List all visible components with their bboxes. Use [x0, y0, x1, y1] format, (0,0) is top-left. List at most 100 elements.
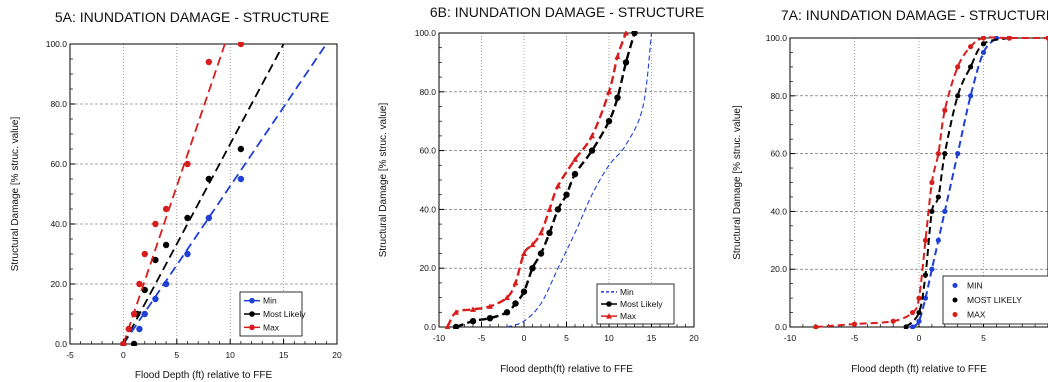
data-point: [572, 156, 578, 162]
data-point: [890, 318, 896, 324]
x-axis-label: Flood depth (ft) relative to FFE: [851, 364, 987, 375]
data-point: [537, 250, 545, 257]
data-point: [622, 59, 630, 66]
x-tick-label: -5: [478, 333, 486, 343]
data-point: [141, 286, 148, 294]
plot-area: [444, 31, 653, 329]
x-tick-label: 20: [689, 333, 699, 343]
series-line: [446, 32, 628, 328]
y-axis-label: Structural Damage [% struc. value]: [10, 117, 21, 272]
x-tick-label: 0: [121, 350, 126, 360]
data-point: [162, 205, 170, 213]
x-tick-label: -10: [784, 333, 797, 343]
data-point: [813, 324, 819, 329]
y-tick-label: 0.0: [424, 322, 436, 332]
data-point: [504, 294, 510, 301]
y-tick-label: 20.0: [419, 263, 436, 273]
series-most-likely: [452, 31, 638, 329]
y-tick-label: 80.0: [419, 87, 436, 97]
x-tick-label: 5: [981, 333, 986, 343]
x-tick-label: 15: [647, 333, 657, 343]
data-point: [623, 31, 629, 36]
y-tick-label: 100.0: [46, 39, 68, 49]
data-point: [588, 147, 596, 154]
plot-area: [813, 36, 1048, 329]
data-point: [903, 324, 909, 329]
data-point: [1006, 36, 1012, 41]
data-point: [942, 107, 948, 113]
data-point: [922, 272, 929, 278]
data-point: [614, 94, 621, 101]
x-tick-label: 20: [332, 350, 342, 360]
data-point: [184, 214, 191, 222]
data-point: [589, 132, 595, 139]
data-point: [205, 214, 213, 222]
y-axis-label: Structural Damage [% struc. value]: [378, 103, 389, 258]
data-point: [487, 303, 493, 309]
data-point: [529, 241, 536, 248]
chart-panel-1: 5A: INUNDATION DAMAGE - STRUCTURE 0.0 20.0…: [10, 9, 342, 381]
data-point: [512, 279, 519, 286]
data-point: [942, 208, 948, 214]
data-point: [851, 321, 858, 327]
data-point: [546, 206, 553, 212]
data-point: [529, 265, 536, 272]
data-point: [444, 324, 451, 329]
data-point: [916, 295, 922, 301]
series-line: [122, 43, 226, 345]
plot-area: [120, 42, 328, 346]
legend: Min Most Likely Max: [596, 283, 675, 325]
data-point: [605, 118, 613, 125]
data-point: [555, 182, 561, 189]
data-point: [453, 309, 459, 315]
data-point: [125, 325, 132, 333]
data-point: [916, 309, 922, 316]
legend-marker: [606, 301, 612, 307]
data-point: [955, 64, 961, 70]
legend-label: Min: [263, 296, 277, 306]
y-tick-label: 100.0: [766, 33, 788, 43]
y-axis-label: Structural Damage [% struc. value]: [732, 105, 743, 260]
legend-label: MAX: [967, 310, 986, 320]
data-point: [470, 306, 476, 312]
data-point: [486, 314, 494, 322]
data-point: [130, 340, 138, 346]
data-point: [141, 310, 148, 318]
legend-marker: [952, 312, 958, 318]
data-point: [980, 49, 987, 56]
x-tick-label: 5: [174, 350, 179, 360]
legend: Min Most Likely Max: [239, 291, 306, 337]
chart-title: 6B: INUNDATION DAMAGE - STRUCTURE: [430, 4, 704, 20]
x-tick-label: 15: [279, 350, 289, 360]
data-point: [929, 266, 935, 272]
series-line: [905, 37, 1010, 328]
x-tick-label: -5: [66, 350, 74, 360]
series-max: [813, 36, 1048, 329]
data-point: [929, 179, 935, 186]
x-tick-label: -5: [851, 333, 859, 343]
data-point: [563, 191, 570, 198]
series-line: [911, 37, 998, 328]
data-point: [980, 41, 987, 47]
legend-label: Most Likely: [620, 299, 663, 309]
data-point: [141, 250, 148, 258]
data-point: [452, 323, 460, 329]
data-point: [152, 220, 159, 228]
legend-label: Max: [620, 311, 637, 321]
data-point: [922, 237, 929, 243]
data-point: [955, 93, 961, 99]
y-tick-label: 40.0: [50, 219, 67, 229]
data-point: [614, 53, 621, 60]
data-point: [942, 151, 948, 157]
data-point: [968, 93, 974, 99]
series-max: [444, 31, 629, 329]
data-point: [521, 250, 527, 256]
series-most-likely: [903, 36, 1012, 329]
legend-label: Min: [620, 287, 634, 297]
data-point: [130, 310, 138, 318]
x-axis-label: Flood depth(ft) relative to FFE: [500, 364, 633, 375]
data-point: [503, 309, 511, 316]
data-point: [184, 250, 191, 258]
data-point: [152, 295, 159, 303]
legend-box: [942, 275, 1048, 325]
